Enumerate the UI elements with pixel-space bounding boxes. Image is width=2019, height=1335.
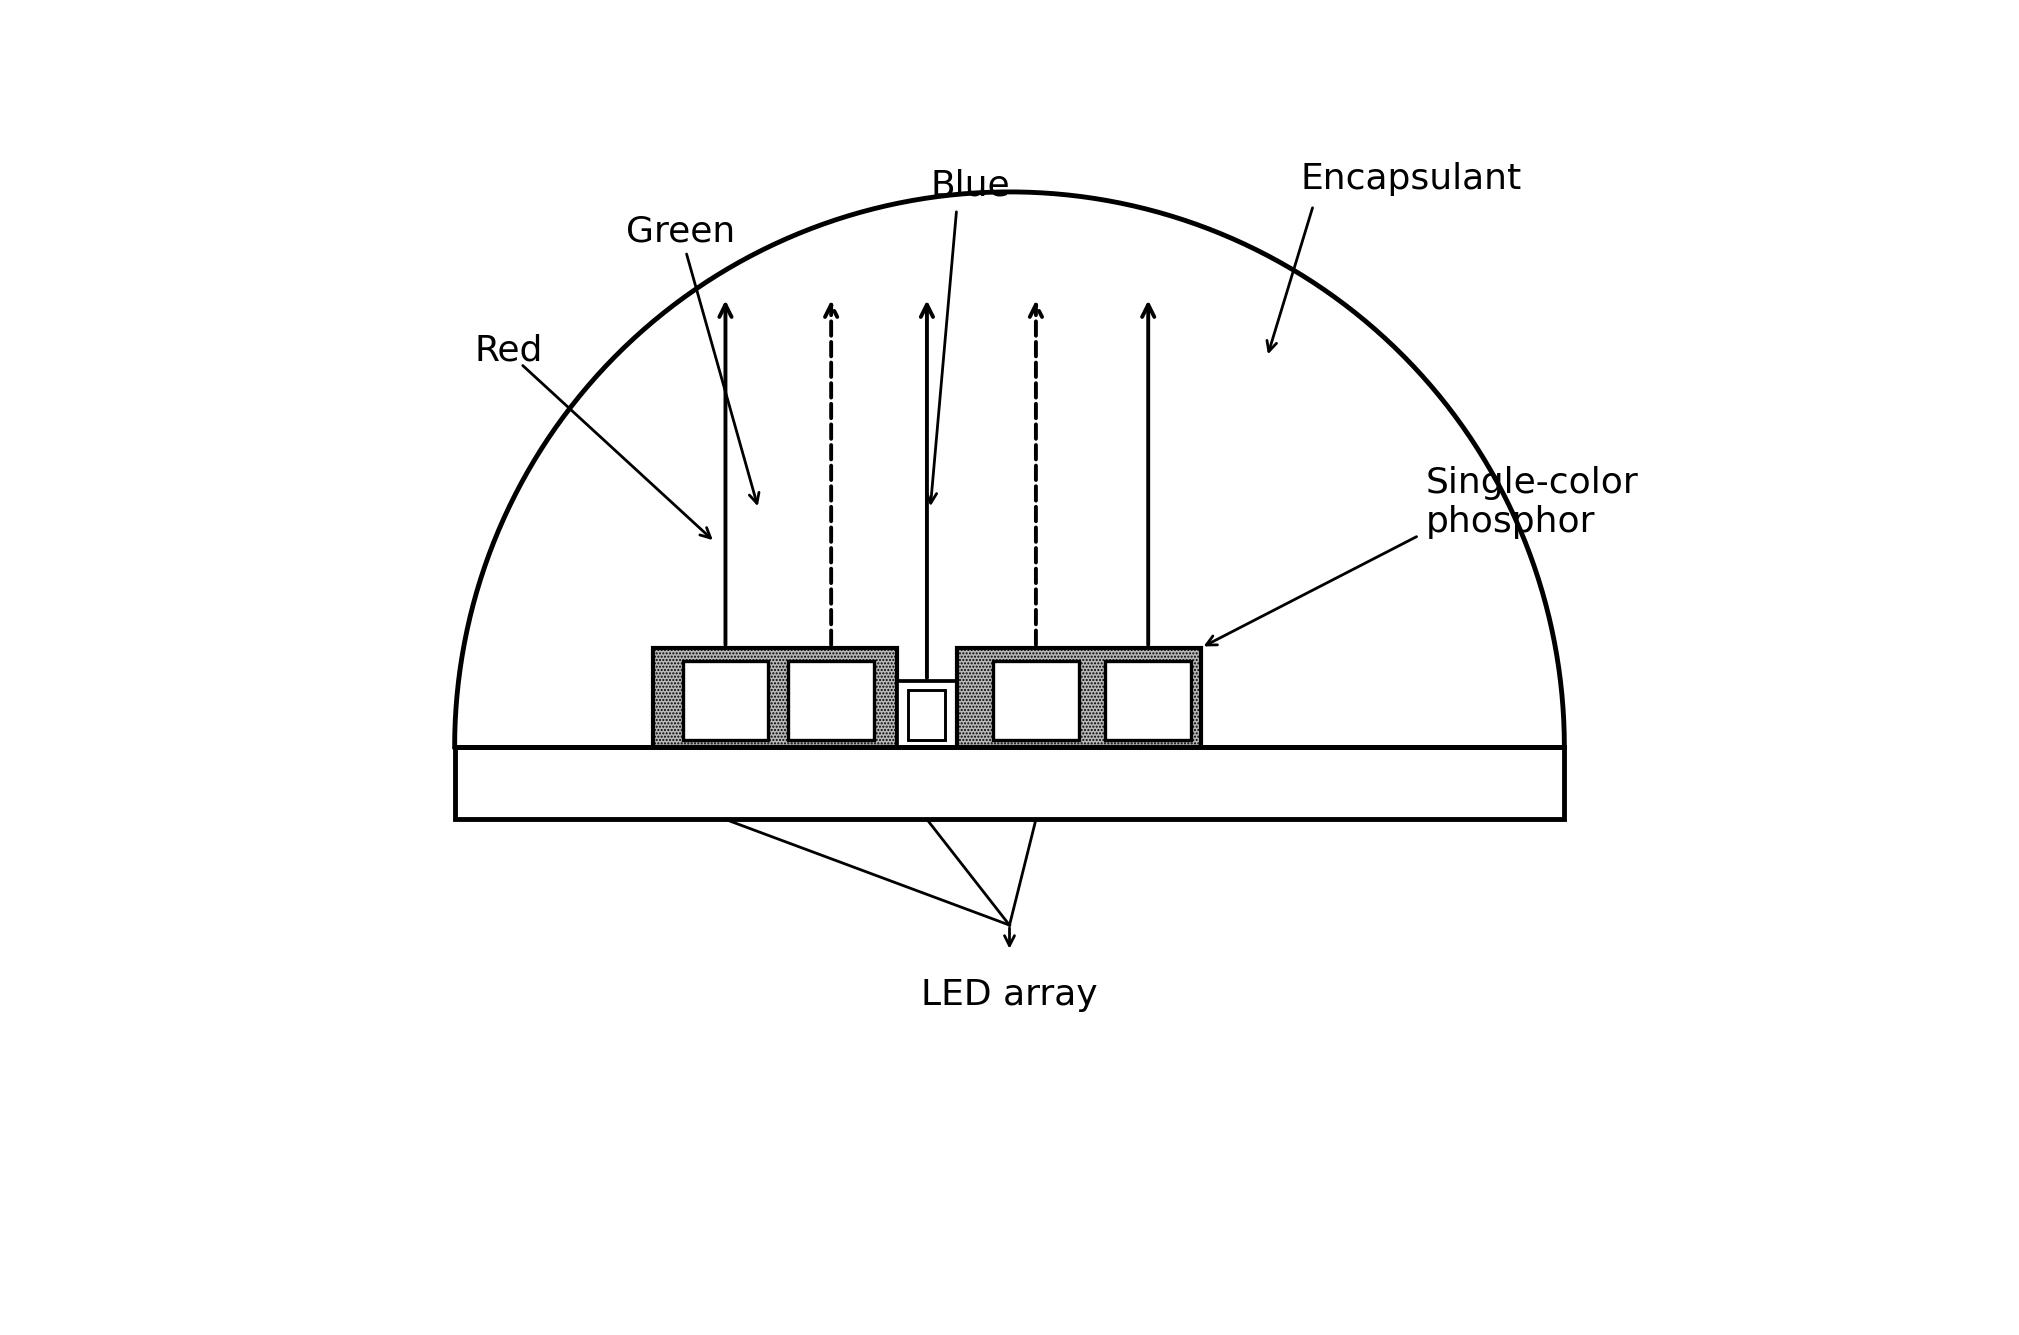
Bar xyxy=(454,746,1565,820)
Bar xyxy=(682,661,769,740)
Bar xyxy=(787,661,874,740)
Text: LED array: LED array xyxy=(921,979,1098,1012)
Text: Single-color
phosphor: Single-color phosphor xyxy=(1425,466,1637,539)
Bar xyxy=(1104,661,1191,740)
Text: Encapsulant: Encapsulant xyxy=(1300,162,1522,196)
Text: Green: Green xyxy=(626,215,735,248)
Bar xyxy=(652,647,896,746)
Bar xyxy=(909,690,945,740)
Text: Blue: Blue xyxy=(931,168,1010,203)
Bar xyxy=(957,647,1201,746)
Text: Red: Red xyxy=(474,334,543,367)
Bar xyxy=(896,681,957,746)
Bar xyxy=(993,661,1078,740)
